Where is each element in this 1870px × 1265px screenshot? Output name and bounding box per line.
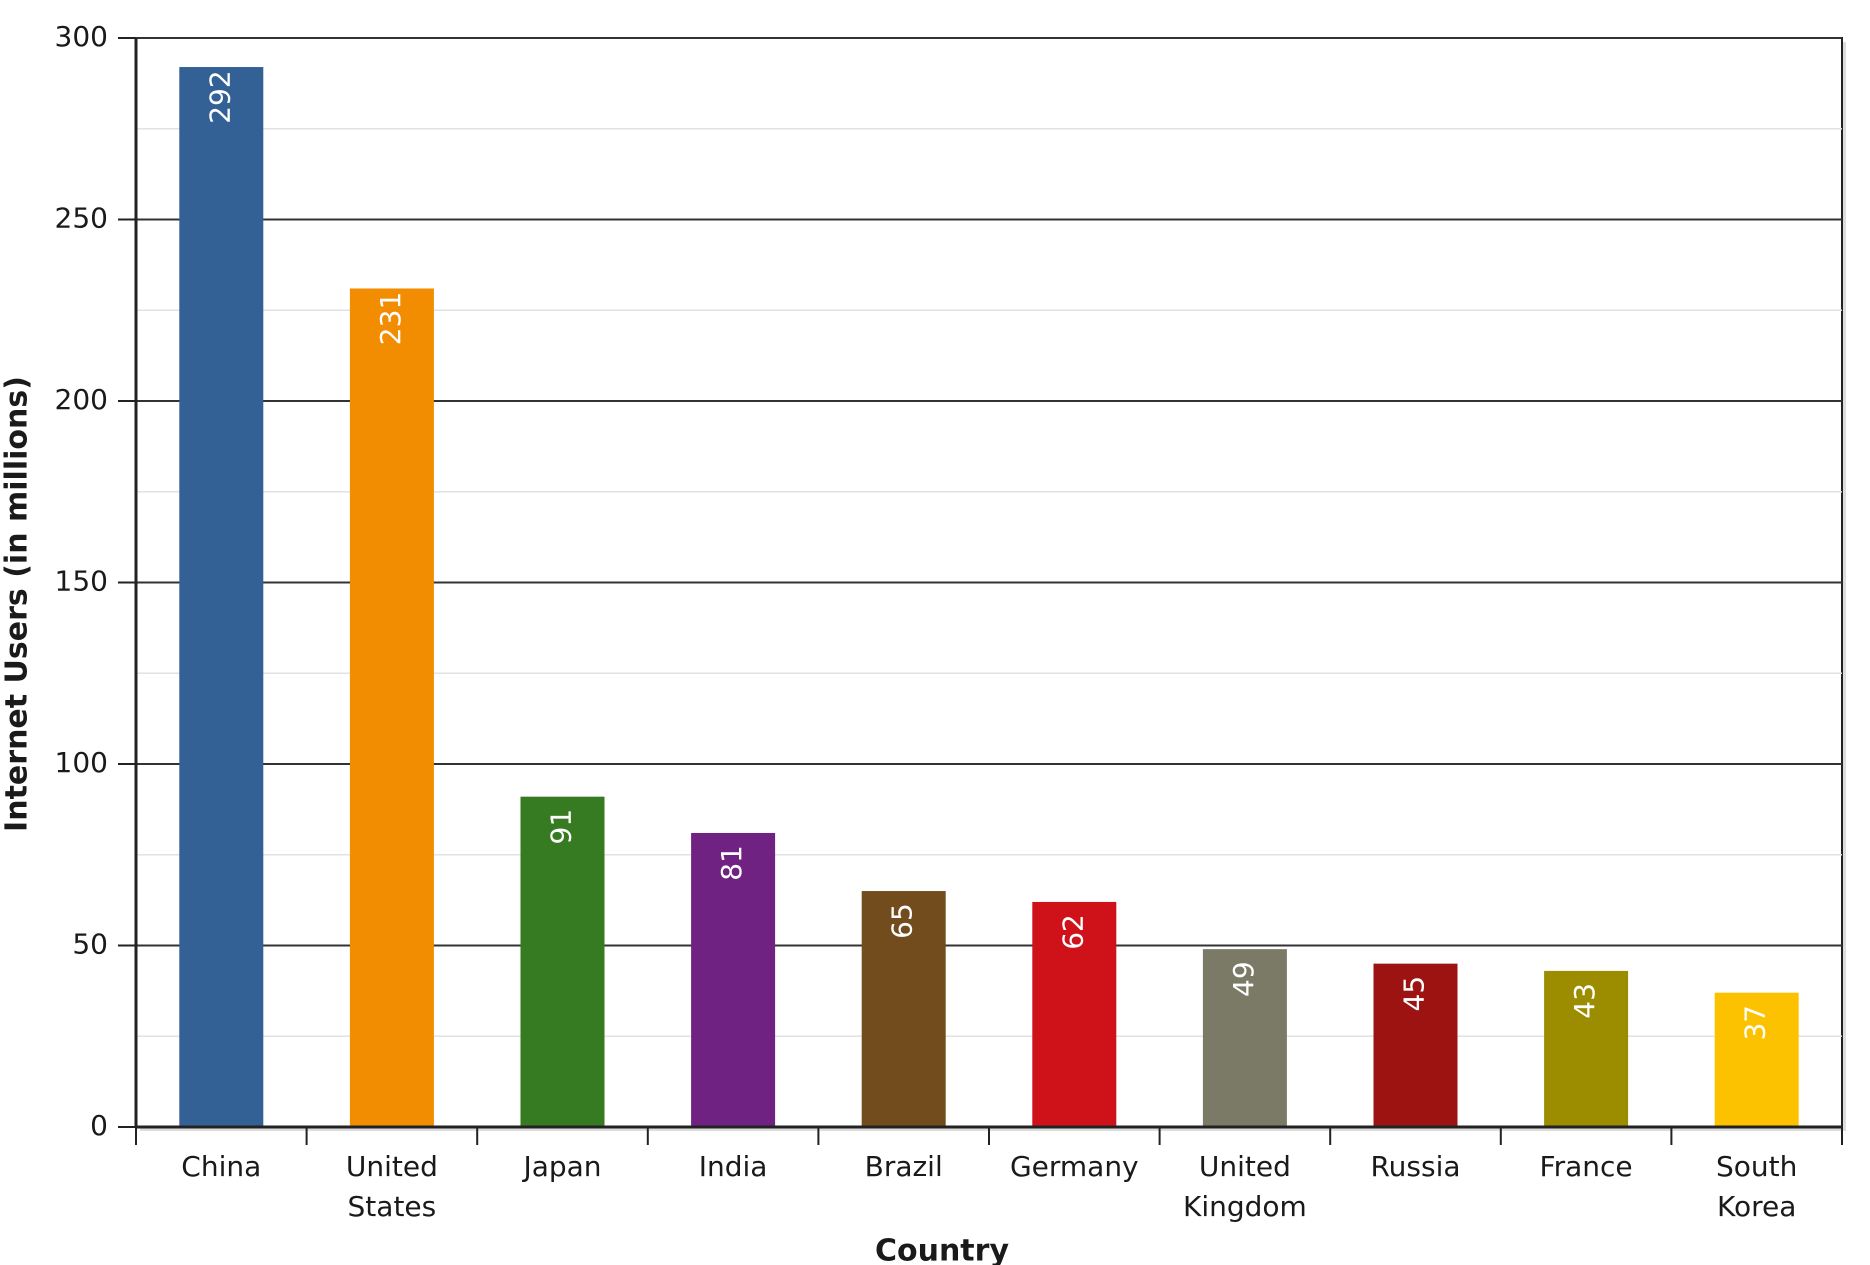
- x-tick-label: South Korea: [1716, 1150, 1798, 1223]
- x-tick-label: United Kingdom: [1182, 1150, 1307, 1223]
- x-tick-label: Germany: [1009, 1150, 1139, 1183]
- bar: [1544, 970, 1629, 1127]
- value-label: 45: [1398, 976, 1431, 1012]
- x-tick-label: Japan: [523, 1150, 602, 1183]
- x-tick-label: China: [181, 1150, 262, 1183]
- x-tick-label: United States: [345, 1150, 438, 1223]
- bar: [349, 288, 434, 1128]
- y-tick-label: 150: [55, 565, 108, 598]
- y-tick-label: 0: [90, 1109, 108, 1142]
- value-label: 49: [1227, 961, 1260, 997]
- value-label: 231: [374, 292, 407, 345]
- y-tick-label: 200: [55, 383, 108, 416]
- x-tick-label: France: [1539, 1150, 1633, 1183]
- bar: [1202, 949, 1287, 1127]
- y-tick-label: 50: [72, 928, 108, 961]
- bar: [1714, 992, 1799, 1127]
- bar: [691, 832, 776, 1127]
- value-label: 62: [1056, 914, 1089, 950]
- value-label: 43: [1568, 983, 1601, 1019]
- bar: [520, 796, 605, 1127]
- bar: [1373, 963, 1458, 1127]
- value-label: 91: [545, 809, 578, 845]
- value-label: 81: [715, 845, 748, 881]
- value-label: 37: [1739, 1005, 1772, 1041]
- x-tick-label: Brazil: [864, 1150, 943, 1183]
- bar: [179, 67, 264, 1127]
- y-axis-title: Internet Users (in millions): [0, 376, 35, 832]
- bar: [1032, 901, 1117, 1127]
- value-label: 65: [886, 903, 919, 939]
- y-tick-label: 250: [55, 202, 108, 235]
- x-tick-label: Russia: [1370, 1150, 1461, 1183]
- x-axis-title: Country: [875, 1234, 1009, 1265]
- x-tick-label: India: [698, 1150, 768, 1183]
- y-tick-label: 100: [55, 746, 108, 779]
- y-tick-label: 300: [55, 20, 108, 53]
- bar: [861, 891, 946, 1127]
- value-label: 292: [203, 70, 236, 123]
